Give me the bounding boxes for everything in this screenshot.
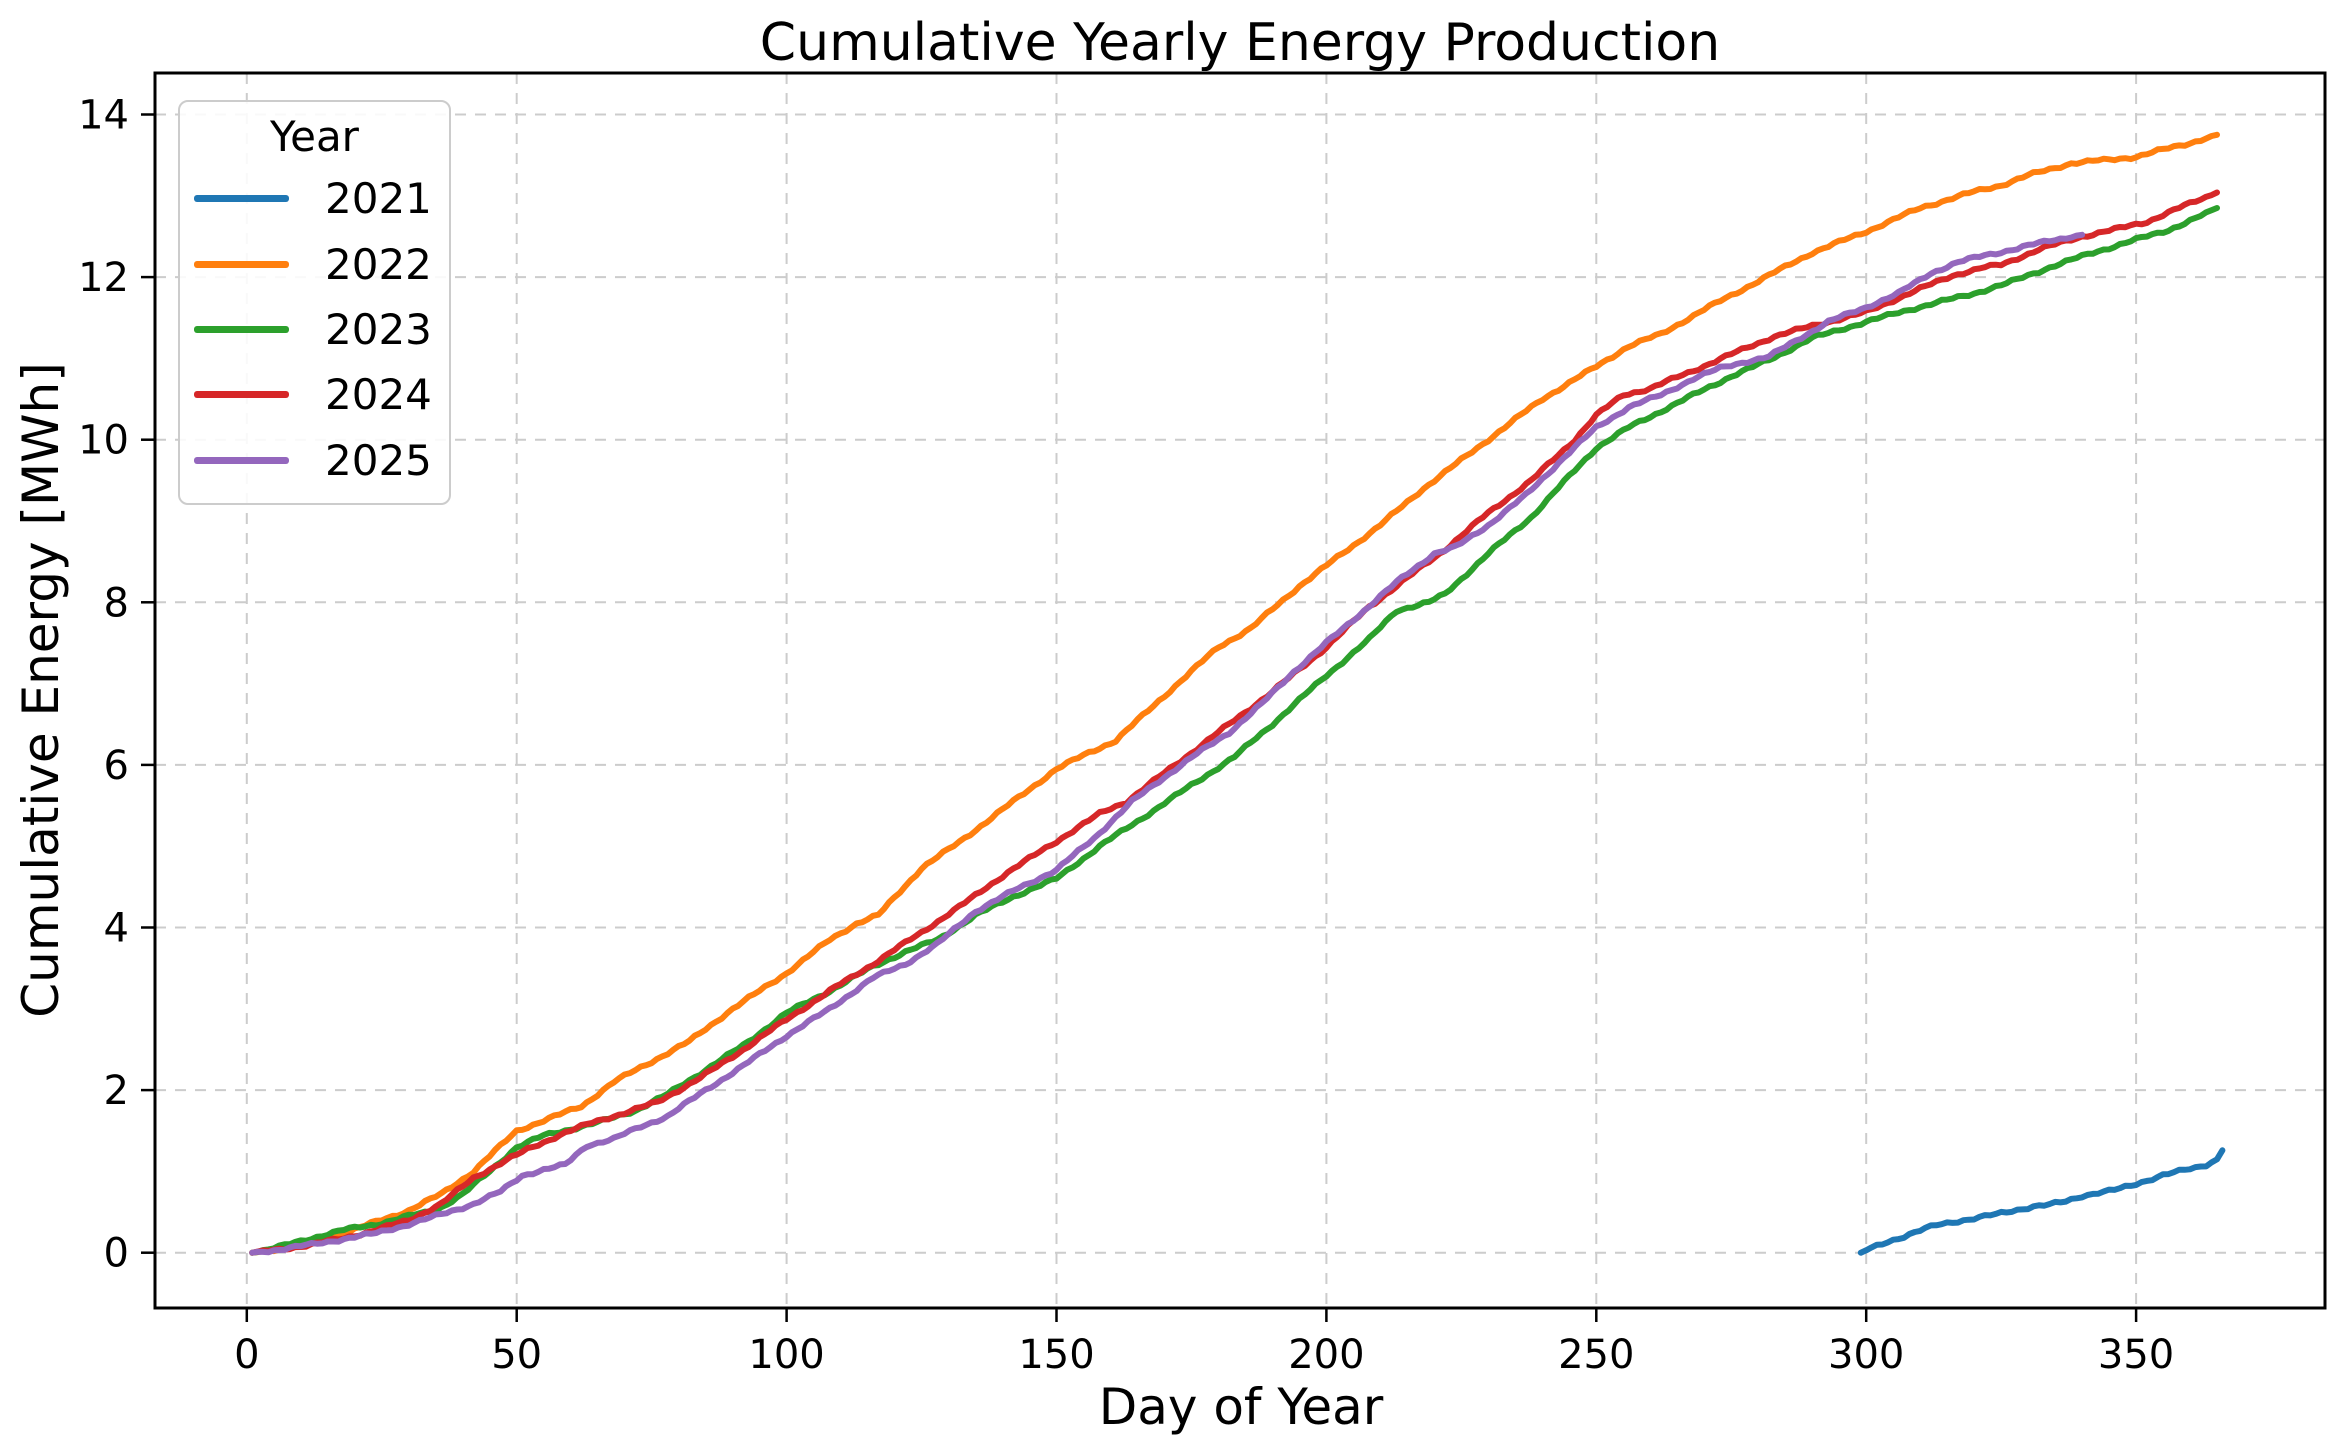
legend-swatch-2024 bbox=[194, 391, 289, 399]
series-line-2024 bbox=[249, 189, 2220, 1256]
series-line-2021 bbox=[1857, 1147, 2226, 1256]
legend-item-2023: 2023 bbox=[180, 297, 449, 362]
x-tick-300: 300 bbox=[1828, 1332, 1904, 1378]
legend: Year 2021 2022 2023 2024 2025 bbox=[178, 100, 451, 505]
legend-swatch-2022 bbox=[194, 260, 289, 268]
legend-label-2023: 2023 bbox=[325, 305, 432, 355]
plot-border bbox=[153, 71, 2327, 1310]
legend-swatch-2021 bbox=[194, 195, 289, 203]
y-axis-label: Cumulative Energy [MWh] bbox=[12, 362, 70, 1018]
chart-title: Cumulative Yearly Energy Production bbox=[760, 13, 1720, 73]
x-tick-0: 0 bbox=[234, 1332, 259, 1378]
legend-item-2024: 2024 bbox=[180, 362, 449, 427]
series-layer bbox=[249, 131, 2226, 1256]
x-tick-50: 50 bbox=[491, 1332, 542, 1378]
legend-swatch-2023 bbox=[194, 326, 289, 334]
y-tick-4: 4 bbox=[104, 906, 129, 952]
y-tick-0: 0 bbox=[104, 1231, 129, 1277]
series-line-2022 bbox=[249, 131, 2220, 1256]
legend-label-2021: 2021 bbox=[325, 174, 432, 224]
y-tick-8: 8 bbox=[104, 580, 129, 626]
y-tick-6: 6 bbox=[104, 743, 129, 789]
legend-label-2022: 2022 bbox=[325, 239, 432, 289]
grid-layer bbox=[155, 73, 2325, 1308]
y-tick-10: 10 bbox=[78, 418, 129, 464]
y-tick-14: 14 bbox=[78, 93, 129, 139]
legend-item-2025: 2025 bbox=[180, 428, 449, 493]
x-tick-200: 200 bbox=[1288, 1332, 1364, 1378]
legend-title: Year bbox=[270, 112, 359, 161]
x-tick-250: 250 bbox=[1558, 1332, 1634, 1378]
x-tick-150: 150 bbox=[1018, 1332, 1094, 1378]
tick-layer: 0 50 100 150 200 250 300 350 0 2 4 6 8 10 12 14 bbox=[78, 93, 2174, 1379]
legend-label-2024: 2024 bbox=[325, 370, 432, 420]
y-tick-12: 12 bbox=[78, 255, 129, 301]
x-tick-350: 350 bbox=[2098, 1332, 2174, 1378]
legend-item-2021: 2021 bbox=[180, 166, 449, 231]
legend-label-2025: 2025 bbox=[325, 435, 432, 485]
x-axis-label: Day of Year bbox=[1099, 1378, 1384, 1436]
y-tick-2: 2 bbox=[104, 1068, 129, 1114]
x-tick-100: 100 bbox=[748, 1332, 824, 1378]
legend-item-2022: 2022 bbox=[180, 231, 449, 296]
series-line-2025 bbox=[249, 231, 2086, 1256]
legend-swatch-2025 bbox=[194, 456, 289, 464]
